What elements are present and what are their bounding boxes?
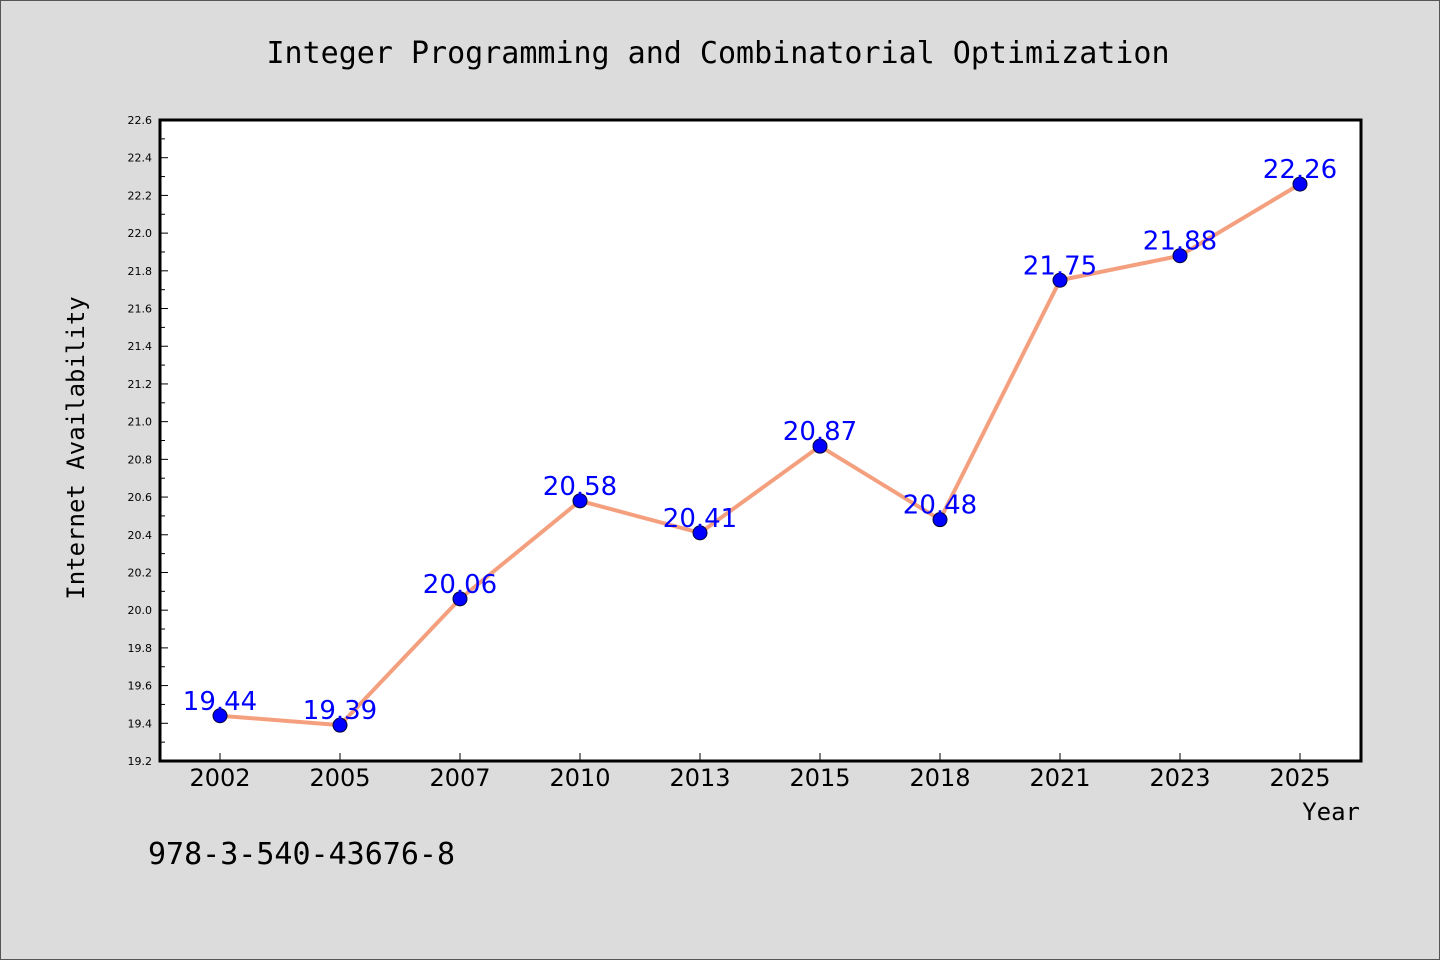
y-tick-label: 20.2	[128, 566, 153, 579]
x-tick-label: 2015	[789, 764, 850, 792]
y-tick-label: 21.8	[128, 265, 153, 278]
data-point	[692, 525, 708, 541]
data-point	[1292, 176, 1308, 192]
footer-isbn: 978-3-540-43676-8	[148, 837, 455, 872]
y-tick-label: 19.2	[128, 755, 153, 768]
data-point	[812, 438, 828, 454]
y-tick-label: 19.6	[128, 680, 153, 693]
y-tick-label: 22.4	[128, 152, 153, 165]
data-point	[932, 512, 948, 528]
plot-area	[160, 120, 1361, 761]
y-tick-label: 20.4	[128, 529, 153, 542]
x-tick-label: 2023	[1149, 764, 1210, 792]
y-tick-label: 20.8	[128, 453, 153, 466]
data-point	[1052, 272, 1068, 288]
data-label: 19.44	[183, 687, 257, 717]
data-label: 21.75	[1023, 251, 1097, 281]
y-tick-label: 20.0	[128, 604, 153, 617]
data-point	[1172, 248, 1188, 264]
y-tick-label: 21.6	[128, 303, 153, 316]
series-group: 19.44 19.39 20.06 20.58 20.41 20.87 20.48 21.75…	[183, 155, 1337, 733]
y-tick-label: 21.2	[128, 378, 153, 391]
x-tick-label: 2013	[669, 764, 730, 792]
x-tick-label: 2007	[429, 764, 490, 792]
data-label: 22.26	[1263, 155, 1337, 185]
y-tick-label: 21.0	[128, 416, 153, 429]
data-point	[332, 717, 348, 733]
data-label: 20.06	[423, 570, 497, 600]
x-tick-label: 2010	[549, 764, 610, 792]
data-point	[452, 591, 468, 607]
data-label: 19.39	[303, 696, 377, 726]
data-label: 20.41	[663, 504, 737, 534]
plot-border	[158, 118, 1363, 763]
y-tick-label: 19.8	[128, 642, 153, 655]
chart-title: Integer Programming and Combinatorial Op…	[266, 36, 1169, 71]
series-line	[219, 182, 1302, 728]
data-label: 20.48	[903, 491, 977, 521]
x-axis-label: Year	[1302, 798, 1360, 826]
x-tick-label: 2002	[189, 764, 250, 792]
y-tick-label: 21.4	[128, 340, 153, 353]
x-tick-label: 2018	[909, 764, 970, 792]
data-point	[572, 493, 588, 509]
data-label: 20.87	[783, 417, 857, 447]
x-tick-label: 2005	[309, 764, 370, 792]
y-tick-label: 20.6	[128, 491, 153, 504]
y-tick-label: 22.0	[128, 227, 153, 240]
y-tick-label: 22.6	[128, 114, 153, 127]
y-tick-label: 22.2	[128, 189, 153, 202]
data-label: 21.88	[1143, 227, 1217, 257]
data-point	[212, 708, 228, 724]
x-tick-label: 2021	[1029, 764, 1090, 792]
data-label: 20.58	[543, 472, 617, 502]
y-tick-label: 19.4	[128, 717, 153, 730]
y-axis-label: Internet Availability	[62, 296, 90, 599]
x-tick-label: 2025	[1269, 764, 1330, 792]
x-axis: 2002 2005 2007 2010 2013 2015 2018 2021 2023 2025	[189, 753, 1331, 792]
